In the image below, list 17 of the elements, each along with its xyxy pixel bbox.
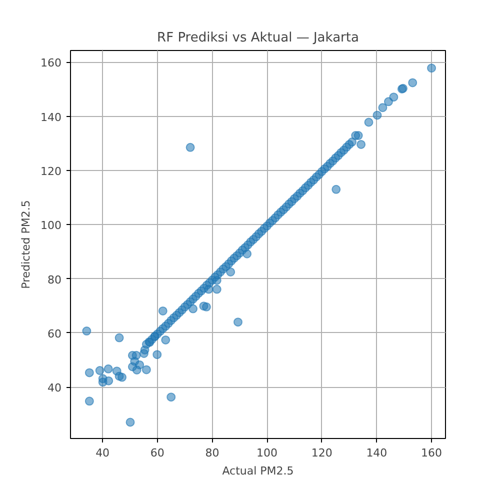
y-tick-label: 120 <box>40 164 62 178</box>
y-tick-label: 100 <box>40 219 62 232</box>
y-tick-label: 140 <box>40 110 62 124</box>
x-tick-label: 80 <box>205 446 220 460</box>
x-tick-label: 60 <box>150 446 164 460</box>
x-tick-label: 140 <box>366 446 388 460</box>
y-tick-label: 40 <box>48 382 62 395</box>
x-tick-label: 100 <box>256 446 278 460</box>
y-tick-label: 160 <box>40 56 62 70</box>
x-tick-label: 40 <box>96 446 110 460</box>
y-tick-label: 80 <box>48 273 62 286</box>
x-tick-label: 160 <box>421 446 442 460</box>
y-tick-label: 60 <box>48 327 62 340</box>
y-axis-title: Predicted PM2.5 <box>20 200 33 289</box>
chart-title: RF Prediksi vs Aktual — Jakarta <box>157 30 359 46</box>
x-tick-label: 120 <box>311 446 332 460</box>
x-axis-title: Actual PM2.5 <box>222 464 294 478</box>
